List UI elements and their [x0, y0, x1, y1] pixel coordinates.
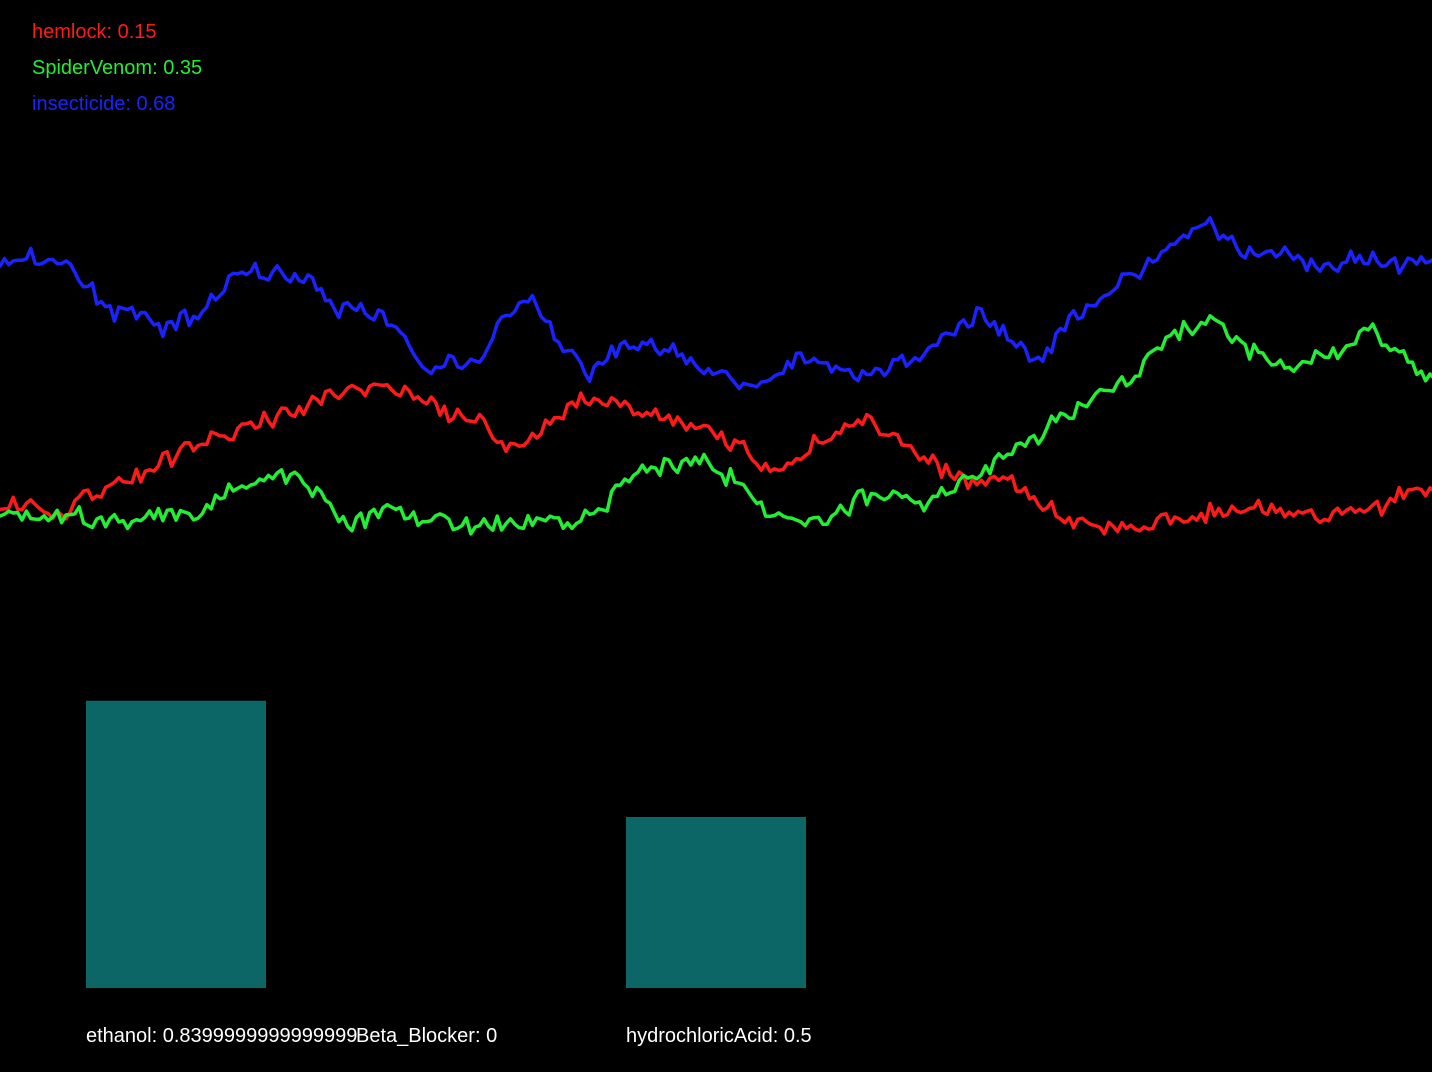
bar-label-hydrochloricacid: hydrochloricAcid: 0.5	[626, 1025, 812, 1047]
bar-ethanol	[86, 700, 266, 988]
legend-entry-spidervenom: SpiderVenom: 0.35	[32, 57, 203, 79]
bar-label-ethanol: ethanol: 0.8399999999999999	[86, 1025, 357, 1047]
series-line-spidervenom	[0, 314, 1432, 536]
series-line-insecticide	[0, 216, 1432, 391]
bar-label-beta-blocker: Beta_Blocker: 0	[356, 1025, 497, 1047]
bar-hydrochloricacid	[626, 817, 806, 988]
bar-series-layer: ethanol: 0.8399999999999999Beta_Blocker:…	[86, 700, 812, 1047]
series-line-hemlock	[0, 382, 1432, 536]
legend-entry-insecticide: insecticide: 0.68	[32, 93, 176, 115]
line-series-layer	[0, 216, 1432, 536]
legend-entry-hemlock: hemlock: 0.15	[32, 21, 157, 43]
legend: hemlock: 0.15 SpiderVenom: 0.35 insectic…	[32, 14, 202, 122]
